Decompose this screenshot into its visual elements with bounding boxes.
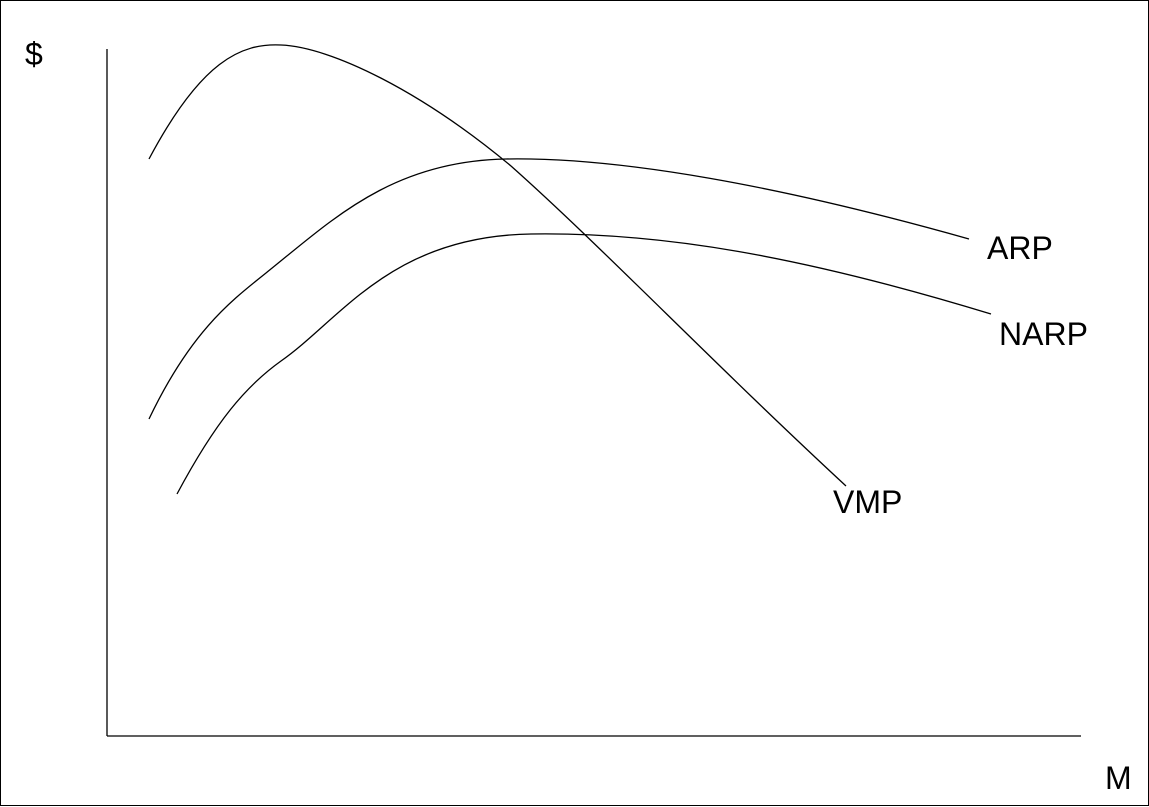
series-line-vmp bbox=[148, 44, 847, 487]
series-label-arp: ARP bbox=[987, 230, 1053, 266]
series-line-arp bbox=[148, 158, 970, 420]
y-axis-label: $ bbox=[25, 36, 43, 72]
series-label-narp: NARP bbox=[999, 316, 1088, 352]
series-line-narp bbox=[176, 233, 992, 495]
series-label-vmp: VMP bbox=[833, 484, 902, 520]
x-axis-label: M bbox=[1105, 760, 1132, 796]
